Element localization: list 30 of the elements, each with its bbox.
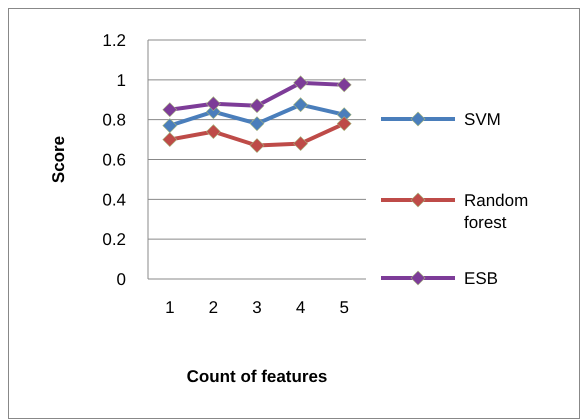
point [162,118,178,133]
point [206,96,221,112]
point [250,138,264,153]
x-tick-label: 5 [339,298,349,317]
point [250,116,264,131]
y-tick-label: 0 [116,270,126,289]
y-tick-label: 0.4 [102,190,126,210]
point [162,102,178,118]
point [336,78,352,92]
point [206,124,221,139]
x-axis-title: Count of features [186,367,328,386]
point [293,136,308,151]
point [162,132,178,147]
point [250,98,264,114]
x-tick-label: 3 [252,298,262,317]
point [293,97,308,112]
legend-label: Random forest [464,190,528,232]
x-tick-label: 2 [208,298,218,317]
x-tick-label: 1 [165,298,175,317]
y-tick-label: 1.2 [102,30,126,50]
point [336,116,352,131]
legend-label: ESB [464,268,498,288]
y-tick-label: 0.6 [102,150,126,170]
legend-label: SVM [464,110,501,129]
y-axis-title: Score [49,136,68,184]
y-tick-label: 1 [116,70,126,90]
y-tick-label: 0.8 [102,110,126,130]
x-tick-label: 4 [296,298,306,317]
point [293,76,308,90]
y-tick-label: 0.2 [102,230,126,250]
